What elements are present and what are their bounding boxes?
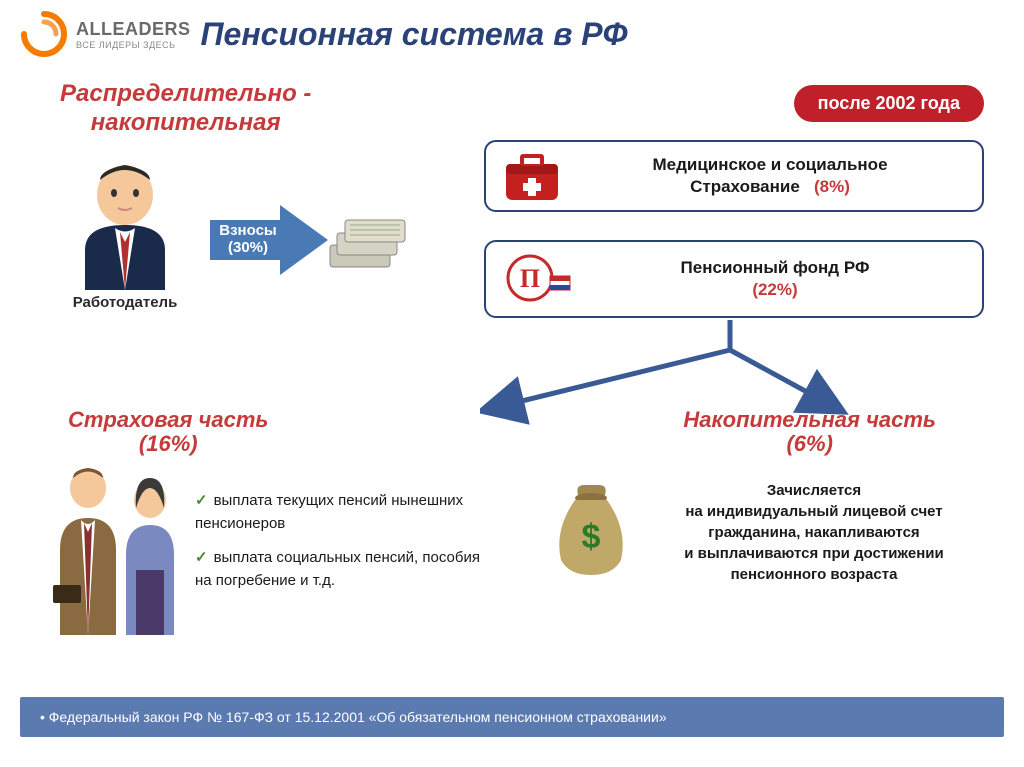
contribution-arrow: Взносы (30%): [210, 200, 330, 285]
couple-icon: [48, 460, 188, 645]
savings-part-title: Накопительная часть (6%): [683, 408, 936, 456]
footer-law: • Федеральный закон РФ № 167-ФЗ от 15.12…: [20, 697, 1004, 737]
header: ALLEADERS ВСЕ ЛИДЕРЫ ЗДЕСЬ Пенсионная си…: [0, 0, 1024, 68]
pension-fund-box: П Пенсионный фонд РФ (22%): [484, 240, 984, 318]
money-stack-icon: [325, 205, 410, 280]
bullet-2: ✓выплата социальных пенсий, пособия на п…: [195, 547, 485, 592]
bullet-2-text: выплата социальных пенсий, пособия на по…: [195, 549, 480, 589]
check-icon: ✓: [195, 492, 208, 509]
savings-description: Зачисляется на индивидуальный лицевой сч…: [644, 480, 984, 585]
bullet-1-text: выплата текущих пенсий нынешних пенсионе…: [195, 492, 463, 532]
medical-insurance-box: Медицинское и социальное Страхование (8%…: [484, 140, 984, 212]
employer-label: Работодатель: [70, 294, 180, 311]
svg-text:Взносы: Взносы: [219, 222, 276, 239]
money-bag-icon: $: [549, 480, 634, 580]
logo-swirl-icon: [20, 10, 68, 58]
medical-text: Медицинское и социальное Страхование (8%…: [574, 154, 966, 198]
logo-tagline: ВСЕ ЛИДЕРЫ ЗДЕСЬ: [76, 40, 191, 50]
insurance-bullets: ✓выплата текущих пенсий нынешних пенсион…: [195, 490, 485, 604]
svg-text:П: П: [520, 264, 540, 293]
employer-block: Работодатель: [70, 160, 180, 311]
medical-line1: Медицинское и социальное: [652, 155, 887, 174]
pension-text: Пенсионный фонд РФ (22%): [584, 257, 966, 301]
svg-text:$: $: [582, 518, 601, 556]
medical-pct: (8%): [814, 177, 850, 196]
svg-text:(30%): (30%): [228, 239, 268, 256]
insurance-part-title: Страховая часть (16%): [68, 408, 268, 456]
pension-line1: Пенсионный фонд РФ: [681, 258, 870, 277]
bullet-1: ✓выплата текущих пенсий нынешних пенсион…: [195, 490, 485, 535]
pfr-icon: П: [502, 250, 572, 308]
logo: ALLEADERS ВСЕ ЛИДЕРЫ ЗДЕСЬ: [20, 10, 191, 58]
period-badge: после 2002 года: [794, 85, 984, 122]
check-icon: ✓: [195, 549, 208, 566]
medical-line2: Страхование: [690, 177, 800, 196]
pension-pct: (22%): [752, 280, 797, 299]
logo-name: ALLEADERS: [76, 19, 191, 40]
employer-icon: [70, 160, 180, 290]
medkit-icon: [502, 150, 562, 202]
page-title: Пенсионная система в РФ: [201, 16, 1004, 53]
subtitle: Распределительно - накопительная: [60, 80, 311, 138]
